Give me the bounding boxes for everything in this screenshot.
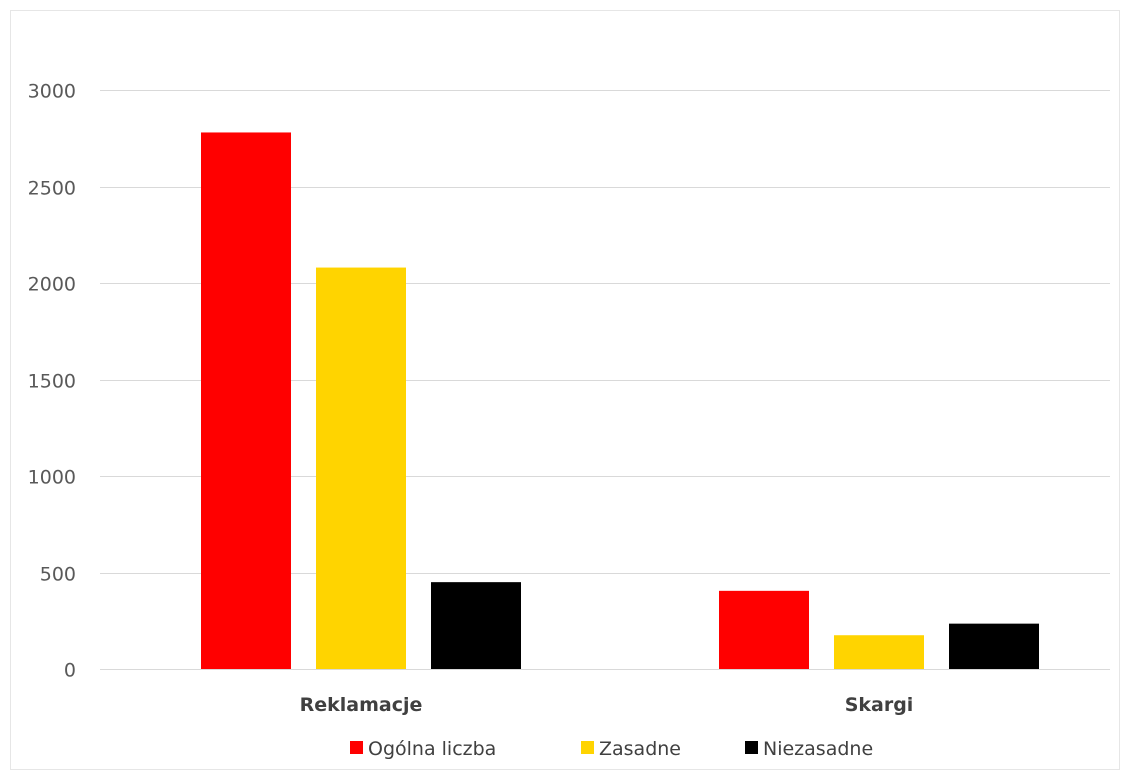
legend-label-3: Niezasadne xyxy=(763,738,873,760)
category-label-reklamacje: Reklamacje xyxy=(300,694,423,716)
bar-reklamacje-2 xyxy=(316,268,406,669)
y-tick-label-3000: 3000 xyxy=(28,81,76,103)
legend-swatch-3 xyxy=(745,741,758,754)
y-tick-label-1500: 1500 xyxy=(28,371,76,393)
y-tick-label-2500: 2500 xyxy=(28,178,76,200)
bars xyxy=(201,132,1039,669)
bar-skargi-1 xyxy=(719,591,809,669)
legend-label-2: Zasadne xyxy=(599,738,681,760)
legend: Ogólna liczba Zasadne Niezasadne xyxy=(350,738,873,760)
y-axis-tick-labels: 0 500 1000 1500 2000 2500 3000 xyxy=(28,81,76,682)
category-labels: Reklamacje Skargi xyxy=(300,694,914,716)
category-label-skargi: Skargi xyxy=(845,694,914,716)
legend-label-1: Ogólna liczba xyxy=(368,738,496,760)
bar-reklamacje-1 xyxy=(201,132,291,669)
bar-skargi-3 xyxy=(949,624,1039,669)
bar-skargi-2 xyxy=(834,635,924,669)
y-tick-label-500: 500 xyxy=(40,564,76,586)
legend-swatch-1 xyxy=(350,741,363,754)
y-tick-label-2000: 2000 xyxy=(28,274,76,296)
legend-swatch-2 xyxy=(581,741,594,754)
y-tick-label-1000: 1000 xyxy=(28,467,76,489)
y-tick-label-0: 0 xyxy=(64,660,76,682)
bar-reklamacje-3 xyxy=(431,582,521,669)
